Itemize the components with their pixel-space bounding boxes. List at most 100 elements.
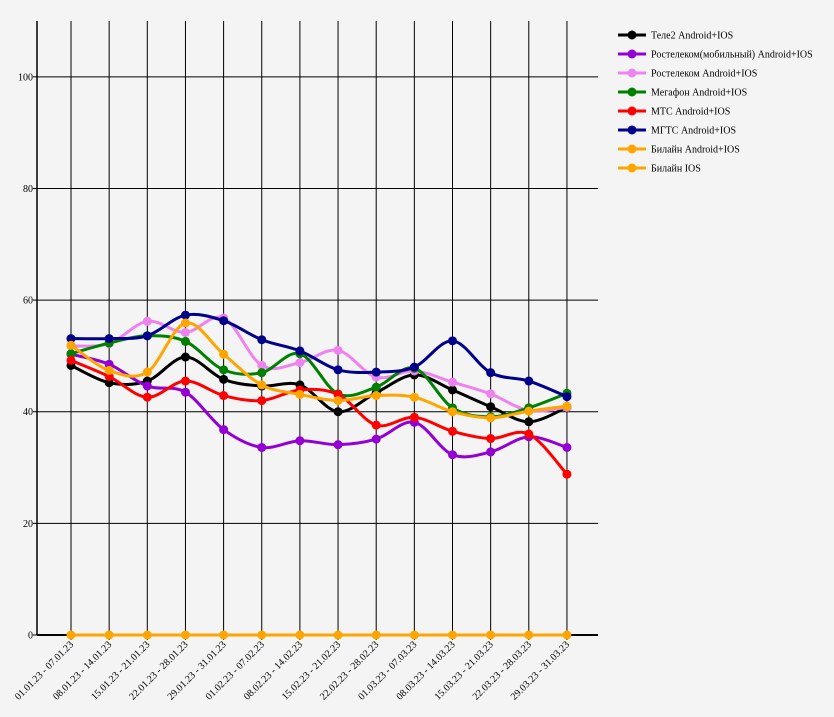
data-point <box>448 385 457 395</box>
data-point <box>180 630 190 640</box>
data-point <box>180 352 190 362</box>
series-7 <box>66 630 572 640</box>
data-point <box>448 426 457 436</box>
data-point <box>295 358 305 368</box>
data-point <box>180 336 190 346</box>
data-point <box>371 382 381 392</box>
data-point <box>257 360 267 370</box>
data-point <box>66 630 76 640</box>
data-point <box>409 392 419 402</box>
y-tick-label: 80 <box>23 184 33 195</box>
data-point <box>257 335 267 345</box>
data-point <box>562 630 572 640</box>
data-point <box>371 434 381 444</box>
legend-label: Теле2 Android+IOS <box>651 31 733 42</box>
data-point <box>486 447 496 457</box>
grid <box>37 21 598 635</box>
y-tick-label: 60 <box>23 296 33 307</box>
data-point <box>333 396 343 406</box>
legend: Теле2 Android+IOS Ростелеком(мобильный) A… <box>618 30 813 175</box>
legend-swatch-marker <box>627 106 637 116</box>
legend-label: МГТС Android+IOS <box>651 126 736 137</box>
data-point <box>333 365 343 375</box>
data-point <box>142 381 152 391</box>
data-point <box>104 334 114 344</box>
data-point <box>257 380 267 390</box>
data-point <box>142 331 152 341</box>
data-point <box>295 630 305 640</box>
series-5 <box>66 310 572 402</box>
legend-swatch-marker <box>627 163 637 173</box>
y-tick-label: 20 <box>23 519 33 530</box>
data-point <box>257 442 267 452</box>
data-point <box>524 429 534 439</box>
data-point <box>448 407 457 417</box>
data-point <box>142 630 152 640</box>
legend-label: Билайн IOS <box>651 164 701 175</box>
data-point <box>524 417 534 427</box>
y-tick-label: 100 <box>18 72 33 83</box>
data-point <box>104 630 114 640</box>
data-point <box>180 310 190 320</box>
data-point <box>562 401 572 411</box>
data-point <box>524 630 534 640</box>
data-point <box>524 376 534 386</box>
data-point <box>257 396 267 406</box>
y-tick-labels: 0 20 40 60 80 100 <box>18 72 33 641</box>
data-point <box>66 355 76 365</box>
data-point <box>371 367 381 377</box>
axes <box>33 21 598 640</box>
legend-swatch-marker <box>627 125 637 135</box>
legend-item: Ростелеком(мобильный) Android+IOS <box>618 49 813 61</box>
data-point <box>180 318 190 328</box>
series-4 <box>66 355 572 479</box>
legend-label: Билайн Android+IOS <box>651 145 740 156</box>
legend-swatch-marker <box>627 68 637 78</box>
data-point <box>66 334 76 344</box>
y-tick-label: 40 <box>23 407 33 418</box>
data-point <box>219 425 229 435</box>
data-point <box>295 346 305 356</box>
data-point <box>295 436 305 446</box>
data-point <box>562 392 572 402</box>
data-point <box>180 376 190 386</box>
legend-swatch-marker <box>627 144 637 154</box>
data-point <box>486 434 496 444</box>
legend-label: Ростелеком Android+IOS <box>651 69 757 80</box>
legend-item: Мегафон Android+IOS <box>618 87 747 99</box>
data-point <box>219 316 229 326</box>
data-point <box>486 402 496 412</box>
data-point <box>142 392 152 402</box>
data-point <box>448 336 457 346</box>
data-point <box>448 377 457 387</box>
data-point <box>219 630 229 640</box>
data-point <box>257 630 267 640</box>
data-point <box>142 367 152 377</box>
legend-swatch-marker <box>627 30 637 40</box>
data-point <box>333 630 343 640</box>
legend-item: МТС Android+IOS <box>618 106 730 118</box>
data-point <box>448 450 457 460</box>
data-point <box>486 413 496 423</box>
legend-item: Билайн IOS <box>618 163 701 175</box>
data-point <box>562 469 572 479</box>
data-point <box>257 368 267 378</box>
data-point <box>562 442 572 452</box>
data-point <box>219 365 229 375</box>
legend-item: Теле2 Android+IOS <box>618 30 733 42</box>
series-6 <box>66 318 572 423</box>
data-point <box>180 387 190 397</box>
data-point <box>371 630 381 640</box>
data-point <box>486 630 496 640</box>
data-point <box>180 327 190 337</box>
data-point <box>409 362 419 372</box>
legend-label: МТС Android+IOS <box>651 107 730 118</box>
legend-label: Мегафон Android+IOS <box>651 88 747 99</box>
data-point <box>409 412 419 422</box>
data-point <box>448 630 457 640</box>
data-point <box>66 340 76 350</box>
data-point <box>66 349 76 359</box>
data-point <box>371 391 381 401</box>
